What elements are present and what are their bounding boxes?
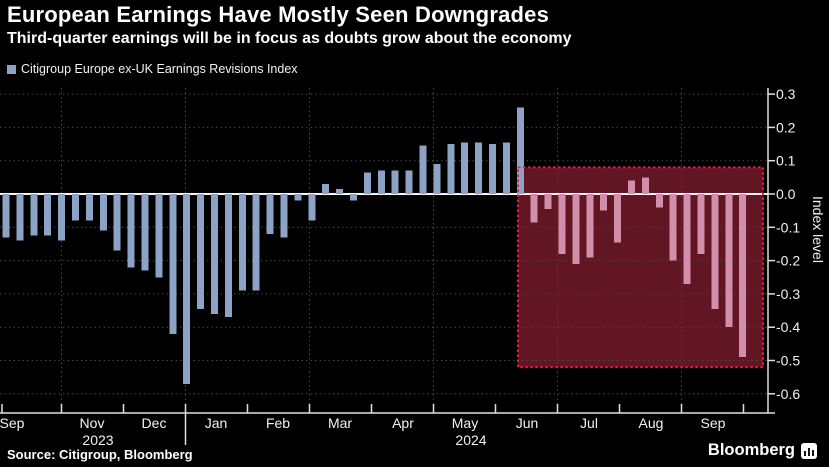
bar [238,194,246,291]
bar [433,164,441,194]
bar-downgrade-period [725,194,733,328]
bar [294,194,302,201]
y-tick-label: 0.2 [776,119,796,135]
bar [461,142,469,194]
bar-downgrade-period [669,194,677,261]
bar [489,144,496,194]
bar-downgrade-period [572,194,580,264]
bar [58,194,66,241]
bar-downgrade-period [586,194,594,258]
bar [85,194,93,221]
bar [336,189,344,194]
bar [155,194,163,278]
bar [2,194,10,238]
bar [72,194,79,221]
y-tick-label: -0.2 [776,253,800,269]
x-month-label: Dec [142,415,167,431]
x-month-label: Sep [701,415,726,431]
x-year-label: 2024 [455,432,486,448]
bar [405,170,413,194]
bar [475,142,483,194]
x-month-label: Mar [328,415,352,431]
bar [516,107,524,194]
bar [224,194,232,318]
bar [197,194,205,309]
x-month-label: Aug [639,415,664,431]
bar-downgrade-period [697,194,705,254]
bar [350,194,357,201]
bar-downgrade-period [558,194,566,254]
x-month-label: Feb [266,415,290,431]
bar-downgrade-period [544,194,552,209]
bar-downgrade-period [628,180,635,194]
legend: Citigroup Europe ex-UK Earnings Revision… [7,62,298,76]
bloomberg-wordmark: Bloomberg [707,441,795,459]
bar [127,194,135,268]
bar [113,194,121,251]
bar [252,194,260,291]
y-tick-label: -0.3 [776,286,800,302]
bar-downgrade-period [641,177,649,194]
legend-label: Citigroup Europe ex-UK Earnings Revision… [21,62,298,76]
bar [322,184,330,194]
bar [99,194,107,231]
bar [502,142,510,194]
bar [30,194,38,236]
bar [308,194,316,221]
y-tick-label: -0.4 [776,319,800,335]
bar [141,194,149,271]
bar-downgrade-period [683,194,691,284]
highlight-region-border [517,166,764,369]
y-tick-label: 0.0 [776,186,796,202]
page-subtitle: Third-quarter earnings will be in focus … [7,30,572,47]
bar [16,194,24,241]
x-month-label: Nov [80,415,105,431]
bar [211,194,218,314]
bar [391,170,399,194]
x-month-label: Jul [580,415,598,431]
bloomberg-chart-icon [801,442,817,459]
bar [44,194,52,236]
x-month-label: Sep [0,415,25,431]
x-month-label: Jan [205,415,228,431]
y-tick-label: -0.1 [776,219,800,235]
bar-downgrade-period [711,194,719,309]
bar [363,172,371,194]
x-year-label: 2023 [82,432,113,448]
bar [447,144,455,194]
bar-downgrade-period [655,194,663,208]
source-note: Source: Citigroup, Bloomberg [7,447,193,462]
bar [377,170,385,194]
y-tick-label: -0.5 [776,353,800,369]
x-month-label: Jun [516,415,539,431]
bar-downgrade-period [739,194,747,358]
y-tick-label: 0.1 [776,153,796,169]
y-axis-title: Index level [810,196,826,263]
x-month-label: May [452,415,478,431]
bar [169,194,177,334]
bloomberg-logo: Bloomberg [708,441,817,460]
bar [419,145,427,194]
y-tick-label: 0.3 [776,86,796,102]
page-title: European Earnings Have Mostly Seen Downg… [7,2,550,27]
bar-downgrade-period [530,194,538,223]
x-month-label: Apr [392,415,414,431]
bar [266,194,274,234]
y-tick-label: -0.6 [776,386,800,402]
bar [280,194,288,238]
legend-swatch-icon [7,64,16,74]
bar [183,194,191,384]
bar-downgrade-period [600,194,608,211]
bar-downgrade-period [614,194,622,243]
